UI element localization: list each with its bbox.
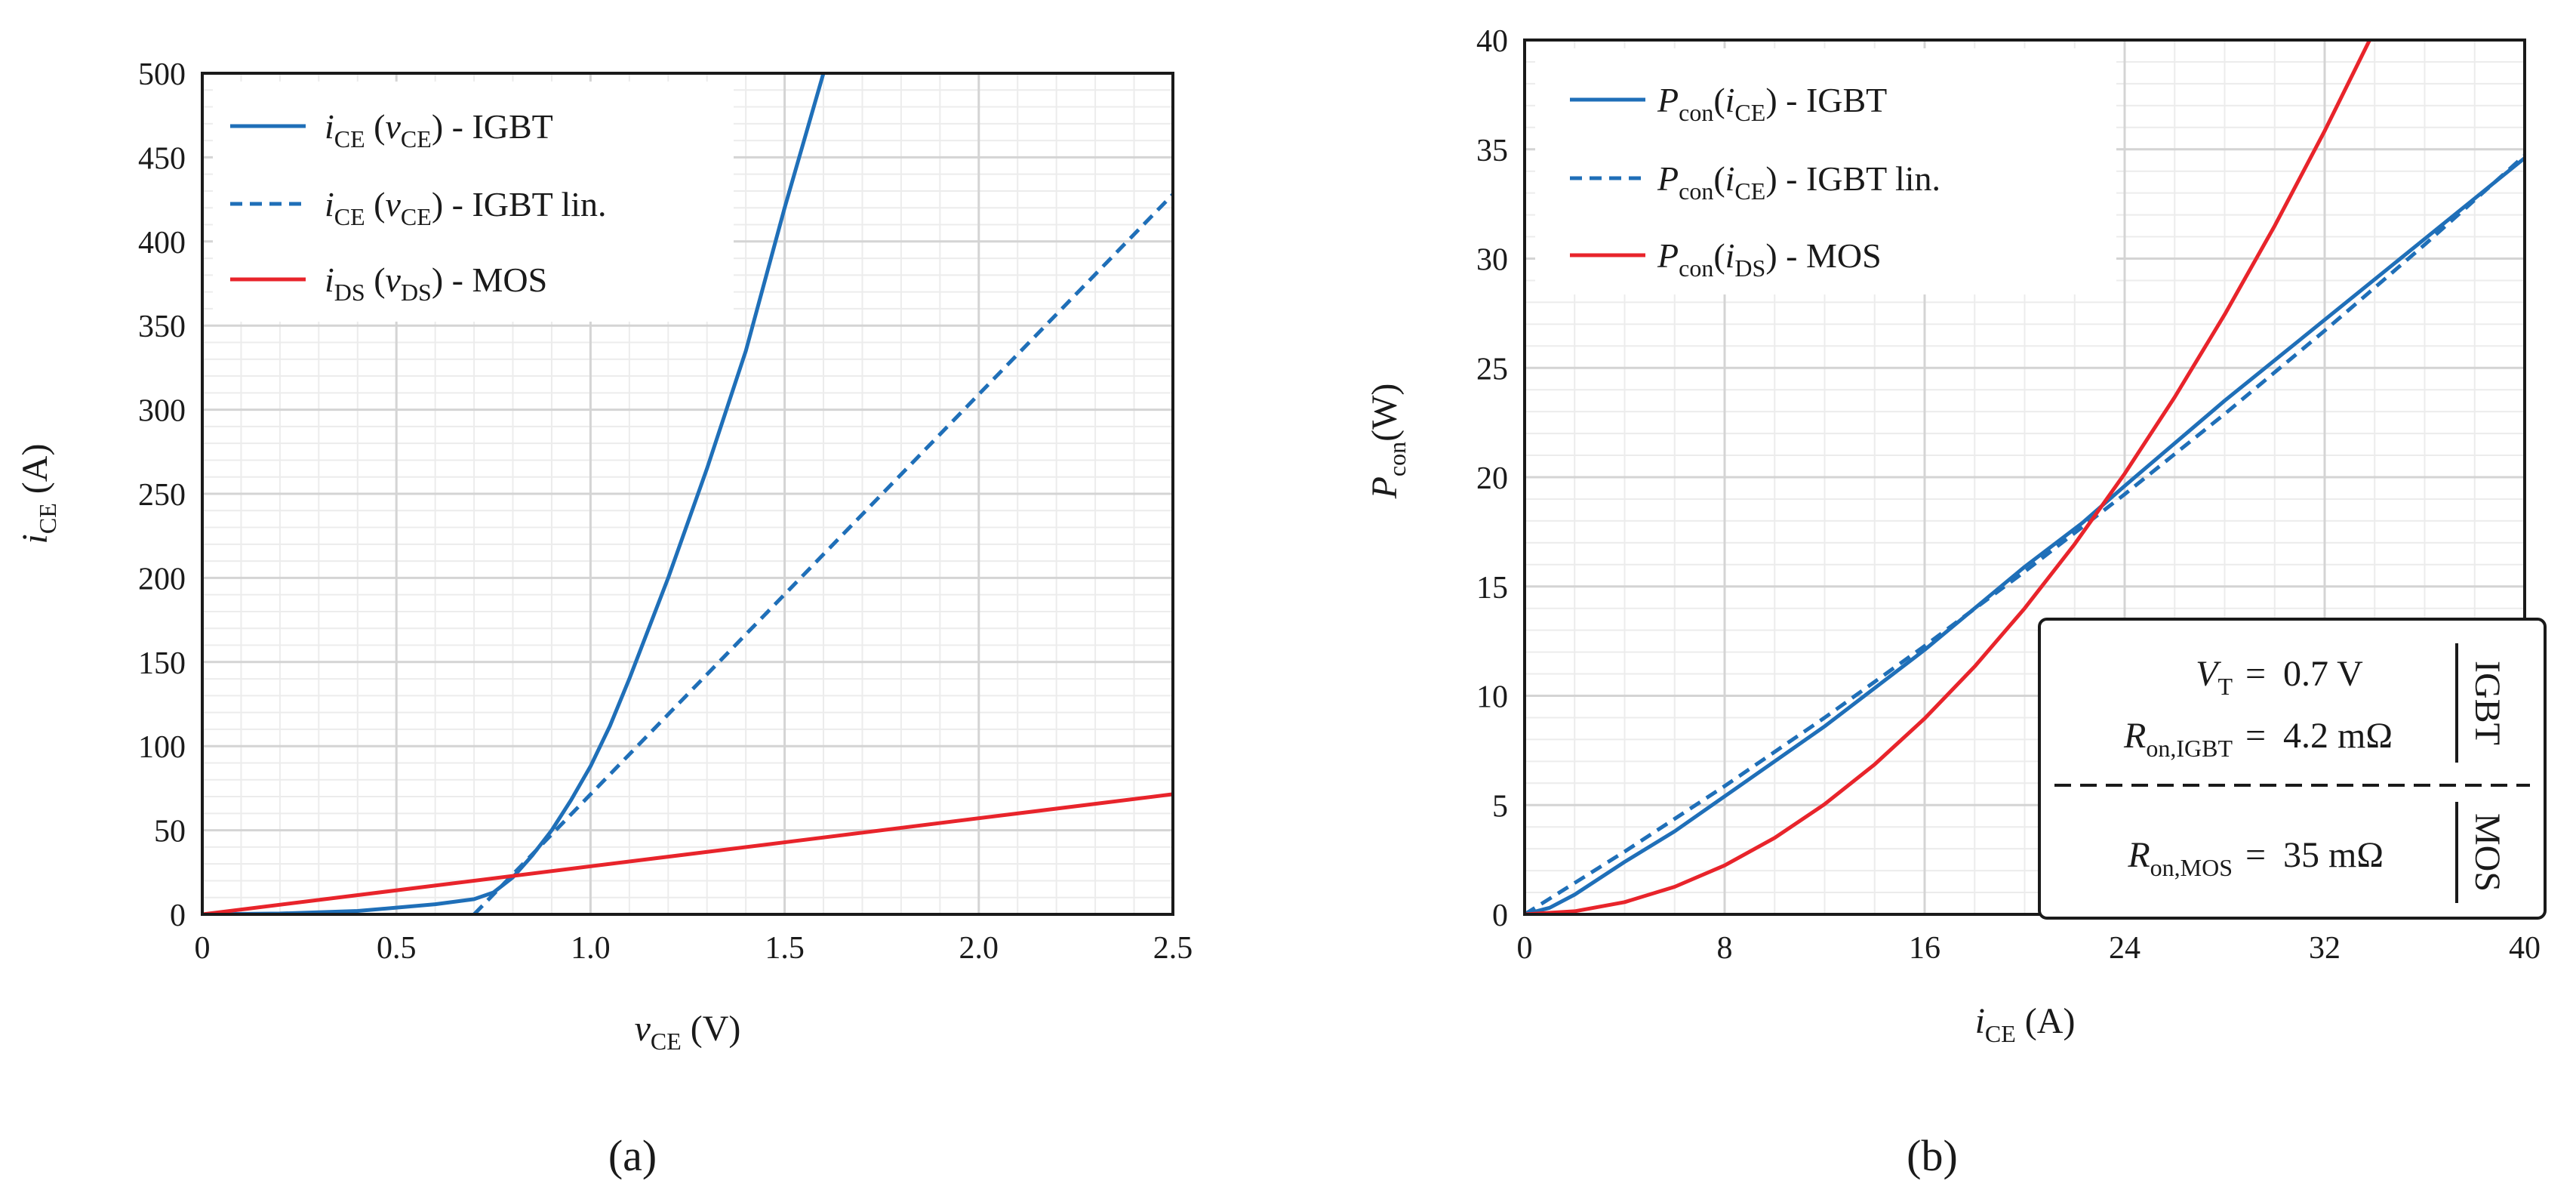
x-tick-label: 8 bbox=[1717, 931, 1733, 966]
chart-a-y-ticks: 0 50 100 150 200 250 300 350 400 450 500 bbox=[138, 57, 186, 933]
series-line-a2 bbox=[472, 193, 1173, 914]
y-tick-label: 350 bbox=[138, 310, 186, 344]
param-ron-mos-label: Ron,MOS bbox=[2127, 835, 2233, 881]
igbt-tag: IGBT bbox=[2467, 661, 2507, 745]
chart-b-legend-item-1: Pcon(iCE) - IGBT bbox=[1570, 81, 1887, 126]
chart-b-legend-item-2: Pcon(iCE) - IGBT lin. bbox=[1570, 159, 1940, 205]
y-tick-label: 150 bbox=[138, 646, 186, 681]
x-tick-label: 0 bbox=[1517, 931, 1533, 966]
x-tick-label: 24 bbox=[2109, 931, 2141, 966]
chart-b-y-axis-title: Pcon(W) bbox=[1365, 384, 1411, 500]
y-tick-label: 100 bbox=[138, 730, 186, 765]
param-ron-igbt-label: Ron,IGBT bbox=[2123, 716, 2233, 762]
chart-a-legend: iCE (vCE) - IGBT iCE (vCE) - IGBT lin. i… bbox=[213, 82, 734, 322]
y-tick-label: 10 bbox=[1476, 680, 1508, 715]
chart-b-x-ticks: 0 8 16 24 32 40 bbox=[1517, 931, 2541, 966]
x-tick-label: 16 bbox=[1909, 931, 1940, 966]
legend-label-a3: iDS (vDS) - MOS bbox=[325, 260, 547, 306]
y-tick-label: 30 bbox=[1476, 243, 1508, 278]
chart-a-plot-frame bbox=[201, 72, 1174, 916]
panel-label-a: (a) bbox=[608, 1131, 657, 1180]
chart-b-plot-frame bbox=[1523, 39, 2526, 916]
y-tick-label: 20 bbox=[1476, 461, 1508, 496]
y-tick-label: 40 bbox=[1476, 24, 1508, 59]
x-tick-label: 0 bbox=[195, 931, 211, 966]
chart-a-legend-item-1: iCE (vCE) - IGBT bbox=[230, 107, 553, 153]
chart-a-legend-item-2: iCE (vCE) - IGBT lin. bbox=[230, 185, 607, 230]
chart-a-y-axis-title: iCE (A) bbox=[15, 444, 61, 544]
series-line-b1 bbox=[1525, 156, 2525, 914]
y-tick-label: 25 bbox=[1476, 352, 1508, 387]
x-tick-label: 2.5 bbox=[1153, 931, 1193, 966]
y-tick-label: 35 bbox=[1476, 134, 1508, 168]
x-tick-label: 40 bbox=[2509, 931, 2541, 966]
chart-a-x-ticks: 0 0.5 1.0 1.5 2.0 2.5 bbox=[195, 931, 1193, 966]
param-vt-label: VT bbox=[2196, 654, 2233, 700]
param-ron-mos-value: 35 mΩ bbox=[2283, 835, 2384, 875]
y-tick-label: 0 bbox=[1492, 898, 1508, 933]
legend-label-a2: iCE (vCE) - IGBT lin. bbox=[325, 185, 607, 230]
panel-label-b: (b) bbox=[1907, 1131, 1958, 1180]
x-tick-label: 32 bbox=[2309, 931, 2341, 966]
legend-label-b1: Pcon(iCE) - IGBT bbox=[1657, 81, 1887, 126]
parameter-box: VT = 0.7 V Ron,IGBT = 4.2 mΩ Ron,MOS = 3… bbox=[2038, 618, 2547, 920]
y-tick-label: 15 bbox=[1476, 571, 1508, 606]
y-tick-label: 250 bbox=[138, 478, 186, 513]
param-ron-igbt-eq: = bbox=[2245, 716, 2266, 756]
legend-label-b3: Pcon(iDS) - MOS bbox=[1657, 236, 1882, 282]
parameter-box-frame bbox=[2038, 618, 2547, 920]
legend-label-b2: Pcon(iCE) - IGBT lin. bbox=[1657, 159, 1940, 205]
y-tick-label: 300 bbox=[138, 394, 186, 429]
y-tick-label: 500 bbox=[138, 57, 186, 92]
param-ron-mos-eq: = bbox=[2245, 835, 2266, 875]
chart-a-series bbox=[202, 73, 1173, 914]
chart-b-legend-item-3: Pcon(iDS) - MOS bbox=[1570, 236, 1882, 282]
param-vt-eq: = bbox=[2245, 654, 2266, 694]
x-tick-label: 2.0 bbox=[959, 931, 999, 966]
chart-b-y-ticks: 0 5 10 15 20 25 30 35 40 bbox=[1476, 24, 1508, 933]
chart-a-legend-background bbox=[213, 82, 734, 322]
y-tick-label: 5 bbox=[1492, 789, 1508, 824]
chart-b-x-axis-title: iCE (A) bbox=[1975, 1001, 2076, 1047]
x-tick-label: 1.0 bbox=[571, 931, 611, 966]
param-ron-igbt-value: 4.2 mΩ bbox=[2283, 716, 2393, 756]
chart-a: 0 0.5 1.0 1.5 2.0 2.5 0 50 100 150 200 250 300 350 40… bbox=[15, 57, 1193, 1180]
series-line-a1 bbox=[202, 73, 826, 914]
chart-b-legend: Pcon(iCE) - IGBT Pcon(iCE) - IGBT lin. P… bbox=[1535, 48, 2116, 294]
x-tick-label: 1.5 bbox=[765, 931, 805, 966]
series-line-a3 bbox=[202, 792, 1173, 914]
y-tick-label: 50 bbox=[154, 815, 186, 849]
y-tick-label: 200 bbox=[138, 562, 186, 596]
chart-b: 0 8 16 24 32 40 0 5 10 15 20 25 30 35 40 Pcon(iCE) - … bbox=[1365, 24, 2547, 1180]
x-tick-label: 0.5 bbox=[377, 931, 417, 966]
y-tick-label: 400 bbox=[138, 226, 186, 260]
y-tick-label: 0 bbox=[170, 898, 186, 933]
series-line-b3 bbox=[1525, 40, 2372, 914]
series-line-b2 bbox=[1525, 154, 2525, 914]
y-tick-label: 450 bbox=[138, 141, 186, 176]
mos-tag: MOS bbox=[2467, 813, 2507, 892]
chart-a-legend-item-3: iDS (vDS) - MOS bbox=[230, 260, 547, 306]
param-vt-value: 0.7 V bbox=[2283, 654, 2363, 694]
chart-a-x-axis-title: vCE (V) bbox=[635, 1009, 741, 1055]
legend-label-a1: iCE (vCE) - IGBT bbox=[325, 107, 553, 153]
chart-b-series bbox=[1525, 40, 2525, 914]
